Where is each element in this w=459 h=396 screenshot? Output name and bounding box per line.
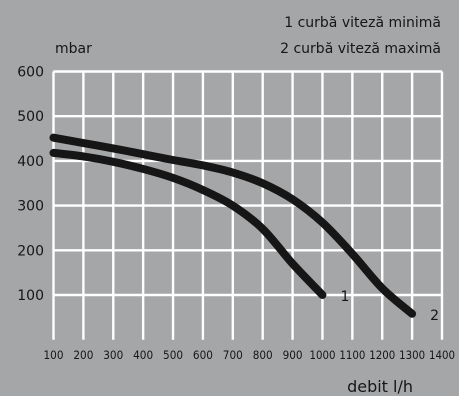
y-tick-label-200: 200 xyxy=(17,243,44,259)
curve-label-2: 2 xyxy=(430,308,439,324)
y-tick-label-400: 400 xyxy=(17,154,44,170)
y-tick-label-100: 100 xyxy=(17,288,44,304)
x-tick-label-1400: 1400 xyxy=(429,348,455,362)
x-tick-label-500: 500 xyxy=(163,348,183,362)
x-tick-label-1000: 1000 xyxy=(309,348,335,362)
grid xyxy=(52,70,444,340)
y-tick-label-600: 600 xyxy=(17,65,44,81)
x-tick-label-100: 100 xyxy=(44,348,64,362)
x-axis-label: debit l/h xyxy=(347,377,413,396)
legend-line-1: 1 curbă viteză minimă xyxy=(284,15,441,31)
curves: 12 xyxy=(49,133,439,324)
tick-labels: 100 200 300 400 500 600 100 200 300 400 500 600 700 8… xyxy=(17,65,455,363)
chart-labels: 1 curbă viteză minimă 2 curbă viteză max… xyxy=(55,15,441,396)
legend-line-2: 2 curbă viteză maximă xyxy=(280,41,441,57)
x-tick-label-200: 200 xyxy=(73,348,93,362)
x-tick-label-300: 300 xyxy=(103,348,123,362)
curve-1 xyxy=(49,148,327,299)
y-tick-label-300: 300 xyxy=(17,199,44,215)
curve-2 xyxy=(49,133,417,318)
curve-label-1: 1 xyxy=(340,289,349,305)
x-tick-label-700: 700 xyxy=(223,348,243,362)
x-tick-label-600: 600 xyxy=(193,348,213,362)
y-axis-label: mbar xyxy=(55,41,92,57)
x-tick-label-1300: 1300 xyxy=(399,348,425,362)
x-tick-label-1100: 1100 xyxy=(339,348,365,362)
y-tick-label-500: 500 xyxy=(17,109,44,125)
x-tick-label-800: 800 xyxy=(253,348,273,362)
x-tick-label-1200: 1200 xyxy=(369,348,395,362)
x-tick-label-900: 900 xyxy=(283,348,303,362)
x-tick-label-400: 400 xyxy=(133,348,153,362)
